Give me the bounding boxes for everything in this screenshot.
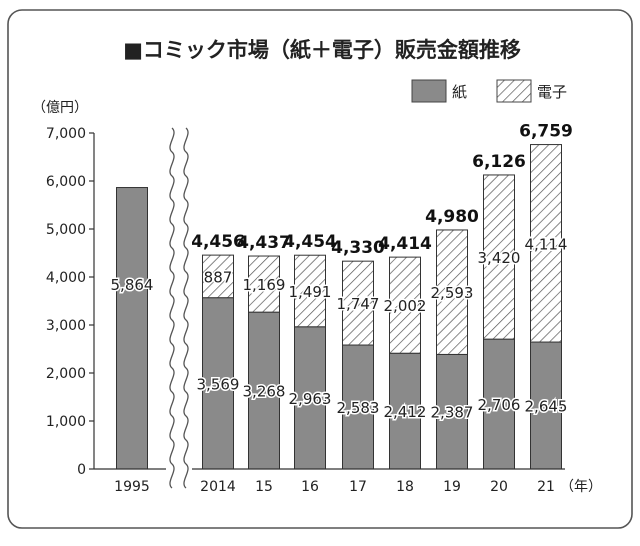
label-digital: 3,420 [478,249,521,267]
bar-digital [389,256,421,354]
x-tick-label: 20 [490,479,508,495]
x-tick-label: 16 [301,479,319,495]
label-paper-halo: 2,387 [431,404,474,422]
label-total: 4,437 [237,233,291,253]
legend-swatch-paper [411,79,447,103]
bar-paper [389,352,421,470]
y-axis-unit: （億円） [32,100,88,116]
x-axis-unit: （年） [560,479,602,495]
label-digital: 1,169 [243,276,286,294]
y-tick-label: 6,000 [46,174,86,190]
label-paper: 2,645 [525,398,568,416]
bar-digital [530,144,562,343]
label-paper-halo: 2,706 [478,396,521,414]
y-tick-label: 3,000 [46,318,86,334]
y-axis: 0 1,000 2,000 3,000 4,000 5,000 6,000 7,000 [46,126,95,478]
label-paper: 5,864 [111,276,154,294]
label-paper-halo: 5,864 [111,276,154,294]
label-digital: 2,002 [384,297,427,315]
label-total: 4,414 [378,234,432,254]
label-digital-halo: 1,169 [243,276,286,294]
label-total: 4,454 [283,232,337,252]
axis-break-line [183,127,189,489]
x-tick-label: 15 [255,479,273,495]
label-total: 4,456 [191,232,245,252]
label-paper: 3,569 [197,375,240,393]
label-paper-halo: 3,268 [243,383,286,401]
label-paper: 2,412 [384,403,427,421]
y-tick-label: 5,000 [46,222,86,238]
label-total: 6,126 [472,152,526,172]
label-digital-halo: 887 [204,268,233,286]
x-tick-label: 21 [537,479,555,495]
label-paper: 2,963 [289,390,332,408]
label-digital-halo: 1,747 [337,295,380,313]
label-digital: 887 [204,268,233,286]
label-digital-halo: 3,420 [478,249,521,267]
legend: 紙 電子 [411,79,567,103]
bar-digital [248,255,280,313]
bar-digital [294,254,326,328]
label-digital-halo: 1,491 [289,283,332,301]
bar-digital [436,229,468,355]
label-paper: 3,268 [243,383,286,401]
label-total: 4,330 [331,238,385,258]
bar-digital [483,174,515,340]
x-tick-label: 1995 [114,479,150,495]
bar-digital [202,254,234,299]
axis-break-line [169,127,175,489]
label-paper: 2,387 [431,404,474,422]
label-digital-halo: 2,002 [384,297,427,315]
label-paper: 2,706 [478,396,521,414]
label-paper: 2,583 [337,399,380,417]
legend-label-paper: 紙 [452,83,467,101]
bar-paper [342,344,374,470]
y-tick-label: 4,000 [46,270,86,286]
label-paper-halo: 2,645 [525,398,568,416]
chart-title: ■コミック市場（紙＋電子）販売金額推移 [123,38,521,62]
y-tick-label: 2,000 [46,366,86,382]
bar-paper [530,341,562,470]
x-axis: 1995 2014 15 16 17 18 19 20 21 [94,468,565,495]
axis-break [166,127,192,489]
y-tick-label: 7,000 [46,126,86,142]
bar-paper [248,311,280,470]
label-paper-halo: 2,412 [384,403,427,421]
label-total: 6,759 [519,122,573,142]
label-digital: 1,491 [289,283,332,301]
label-digital: 2,593 [431,284,474,302]
x-tick-label: 19 [443,479,461,495]
label-digital-halo: 4,114 [525,235,568,253]
label-digital: 1,747 [337,295,380,313]
legend-swatch-digital [496,79,532,103]
label-paper-halo: 3,569 [197,375,240,393]
label-total: 4,980 [425,207,479,227]
legend-label-digital: 電子 [537,83,567,101]
label-paper-halo: 2,583 [337,399,380,417]
bar-paper [116,187,148,470]
label-paper-halo: 2,963 [289,390,332,408]
x-tick-label: 2014 [200,479,236,495]
bar-digital [342,260,374,346]
x-tick-label: 17 [349,479,367,495]
y-tick-label: 1,000 [46,414,86,430]
y-tick-label: 0 [77,462,86,478]
label-digital: 4,114 [525,235,568,253]
x-tick-label: 18 [396,479,414,495]
label-digital-halo: 2,593 [431,284,474,302]
